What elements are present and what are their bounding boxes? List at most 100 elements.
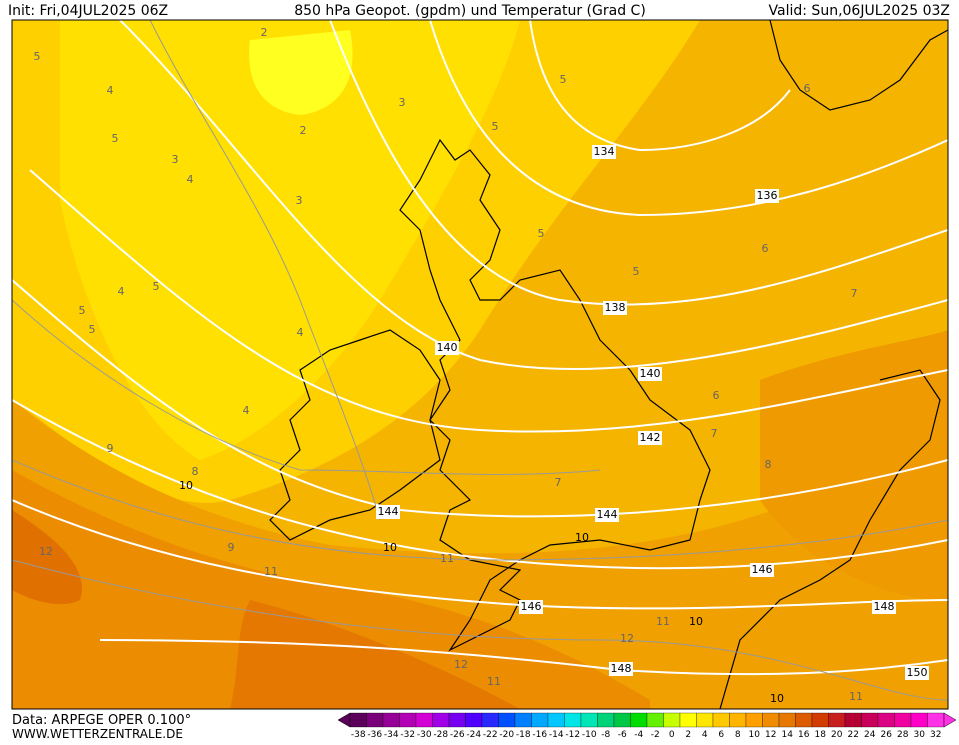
colorbar-tick-label: -32 <box>400 730 415 740</box>
isotherm-label: 12 <box>39 545 53 558</box>
colorbar-swatch <box>861 712 879 728</box>
colorbar-tick-label: -34 <box>384 730 399 740</box>
colorbar-tick-label: 26 <box>881 730 893 740</box>
geopotential-label: 148 <box>611 662 632 675</box>
colorbar-swatch <box>910 712 928 728</box>
colorbar-tick-label: -10 <box>582 730 597 740</box>
isotherm-label: 5 <box>34 50 41 63</box>
colorbar-tick-label: -12 <box>565 730 580 740</box>
colorbar-swatch <box>465 712 483 728</box>
isotherm-label: 11 <box>264 565 278 578</box>
colorbar-tick-label: 16 <box>798 730 810 740</box>
colorbar-swatch <box>778 712 796 728</box>
geopotential-label-box <box>872 600 896 614</box>
colorbar-swatch <box>349 712 367 728</box>
geopotential-label: 144 <box>378 505 399 518</box>
geopotential-label-box <box>609 662 633 676</box>
colorbar-tick-label: 14 <box>782 730 794 740</box>
colorbar-tick-label: -8 <box>601 730 610 740</box>
colorbar-tick-label: 10 <box>749 730 761 740</box>
site: WWW.WETTERZENTRALE.DE <box>12 727 183 741</box>
colorbar-swatch <box>498 712 516 728</box>
coastline <box>269 20 948 709</box>
isotherm-label: 11 <box>656 615 670 628</box>
colorbar-swatch <box>531 712 549 728</box>
geopotential-label: 140 <box>437 341 458 354</box>
colorbar-tick-label: 6 <box>718 730 724 740</box>
isotherm-label: 8 <box>765 458 772 471</box>
colorbar-tick-label: -22 <box>483 730 498 740</box>
colorbar-tick-label: 12 <box>765 730 776 740</box>
colorbar-tick-label: -18 <box>516 730 531 740</box>
colorbar-swatch <box>613 712 631 728</box>
colorbar-tick-label: 32 <box>930 730 941 740</box>
geopotential-label-box <box>592 145 616 159</box>
geopotential-label: 150 <box>907 666 928 679</box>
colorbar-swatch <box>415 712 433 728</box>
isotherm-label: 5 <box>538 227 545 240</box>
isotherm-label: 11 <box>849 690 863 703</box>
isotherm-label: 10 <box>179 479 193 492</box>
geopotential-label: 146 <box>752 563 773 576</box>
geopotential-label-box <box>595 508 619 522</box>
isotherm-label: 4 <box>187 173 194 186</box>
colorbar-swatch <box>448 712 466 728</box>
colorbar-swatch <box>663 712 681 728</box>
isotherm-label: 4 <box>107 84 114 97</box>
geopotential-label: 146 <box>521 600 542 613</box>
geopotential-label: 140 <box>640 367 661 380</box>
colorbar-tick-label: 18 <box>815 730 827 740</box>
isotherm-label: 5 <box>112 132 119 145</box>
isotherm-label: 4 <box>243 404 250 417</box>
isotherm-label: 10 <box>770 692 784 705</box>
colorbar-swatch <box>514 712 532 728</box>
geopotential-label-box <box>905 666 929 680</box>
isotherm-label: 9 <box>228 541 235 554</box>
colorbar-tick-label: -16 <box>532 730 547 740</box>
isotherm-label: 6 <box>713 389 720 402</box>
colorbar-swatch <box>547 712 565 728</box>
colorbar-swatch <box>481 712 499 728</box>
colorbar-tick-label: 0 <box>669 730 675 740</box>
map-field <box>12 20 948 709</box>
colorbar-swatch <box>696 712 714 728</box>
colorbar-tick-label: -36 <box>367 730 382 740</box>
isotherm-label: 11 <box>487 675 501 688</box>
colorbar-swatch <box>828 712 846 728</box>
isotherm-label: 9 <box>107 442 114 455</box>
colorbar-tick-label: -2 <box>651 730 660 740</box>
colorbar-arrow-right <box>943 712 957 728</box>
isotherm-label: 5 <box>560 73 567 86</box>
isotherm-label: 11 <box>440 552 454 565</box>
isotherm-label: 12 <box>620 632 634 645</box>
isotherms <box>12 20 948 701</box>
colorbar-swatch <box>745 712 763 728</box>
colorbar-swatch <box>382 712 400 728</box>
colorbar-tick-label: 28 <box>897 730 909 740</box>
geopotential-label: 144 <box>597 508 618 521</box>
geopotential-label: 148 <box>874 600 895 613</box>
colorbar-swatch <box>795 712 813 728</box>
colorbar-tick-label: 4 <box>702 730 708 740</box>
geopotential-label-box <box>638 367 662 381</box>
isotherm-label: 10 <box>689 615 703 628</box>
colorbar-swatch <box>597 712 615 728</box>
valid-time: Valid: Sun,06JUL2025 03Z <box>769 3 950 19</box>
colorbar-swatch <box>811 712 829 728</box>
geopotential-label-box <box>603 301 627 315</box>
isotherm-label: 10 <box>575 531 589 544</box>
colorbar-swatch <box>712 712 730 728</box>
geopotential-label-box <box>638 431 662 445</box>
colorbar-swatch <box>679 712 697 728</box>
colorbar-tick-label: -14 <box>549 730 564 740</box>
isotherm-label: 3 <box>296 194 303 207</box>
isotherm-label: 5 <box>492 120 499 133</box>
isotherm-label: 2 <box>261 26 268 39</box>
colorbar-swatch <box>366 712 384 728</box>
isotherm-label: 8 <box>192 465 199 478</box>
isotherm-label: 6 <box>762 242 769 255</box>
colorbar-tick-label: -20 <box>499 730 514 740</box>
colorbar-tick-label: -6 <box>618 730 627 740</box>
isotherm-label: 12 <box>454 658 468 671</box>
colorbar-tick-label: 8 <box>735 730 741 740</box>
